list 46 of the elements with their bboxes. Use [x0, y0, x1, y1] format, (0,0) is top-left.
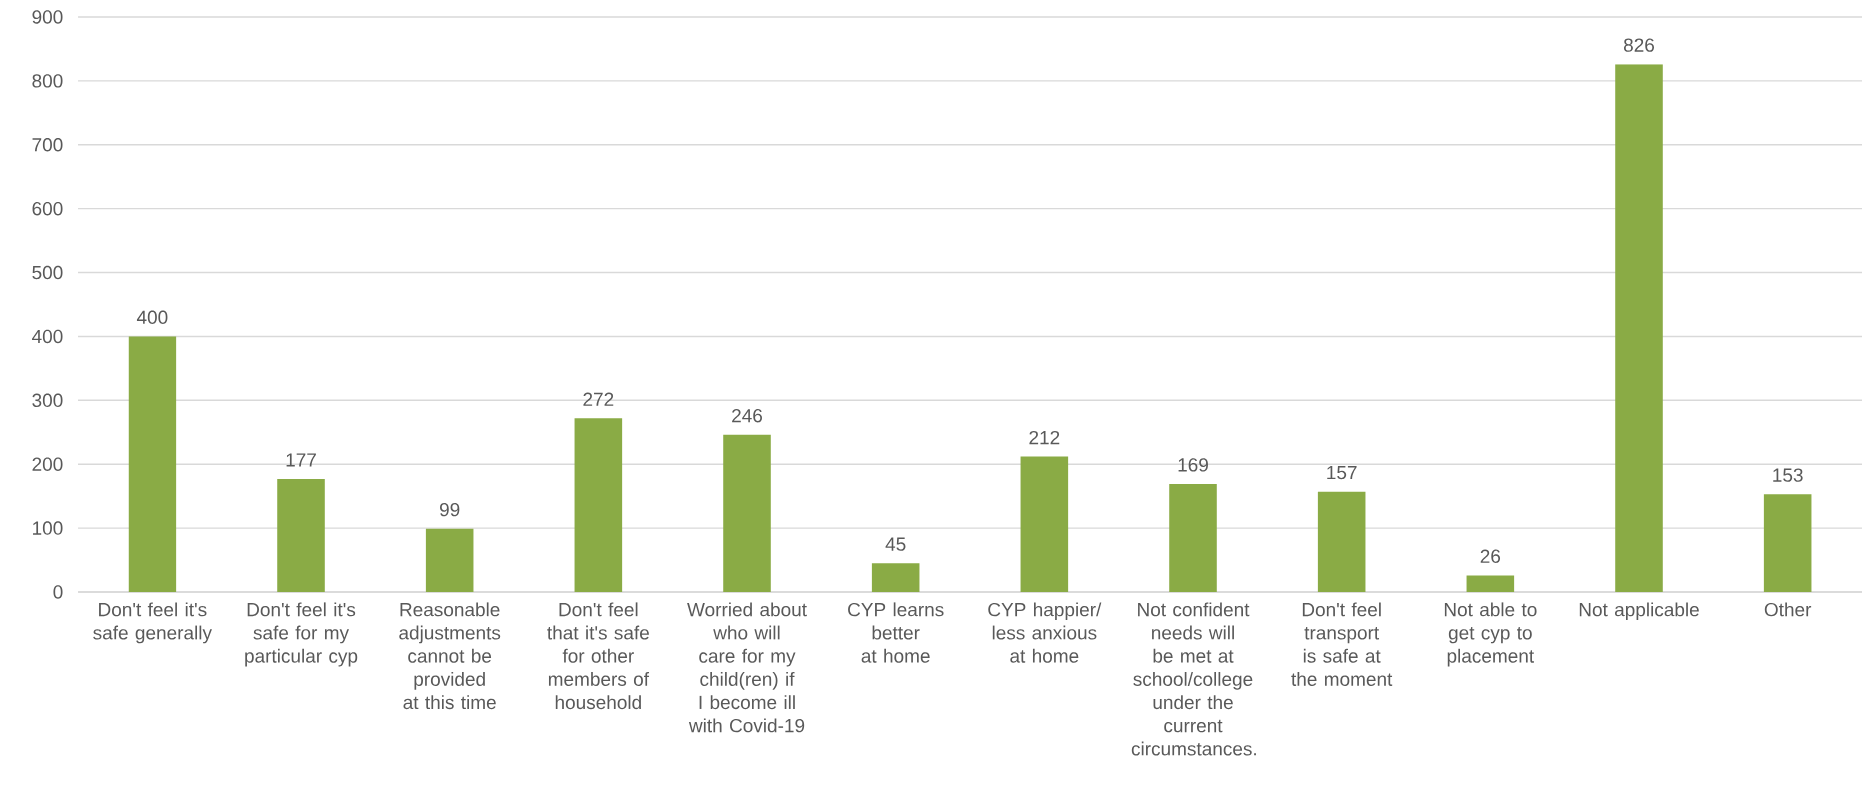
x-tick-label: Don't feel it's safe for my particular cyp	[245, 602, 358, 667]
bar	[425, 528, 474, 592]
x-tick-label: CYP learns better at home	[848, 602, 944, 663]
bar	[1317, 491, 1366, 592]
data-label: 212	[1029, 430, 1060, 445]
data-label: 246	[732, 408, 763, 423]
x-tick-label: CYP happier/ less anxious at home	[988, 602, 1102, 663]
x-tick-label: Not applicable	[1579, 602, 1699, 621]
data-label: 26	[1480, 549, 1501, 563]
y-tick-label: 0	[53, 585, 63, 599]
x-tick-label: Don't feel that it's safe for other members of household	[547, 602, 650, 710]
x-tick-label: Not able to get cyp to placement	[1444, 602, 1537, 667]
y-tick-label: 900	[32, 10, 63, 24]
data-label: 157	[1327, 466, 1357, 480]
data-label: 272	[583, 392, 614, 406]
data-label: 177	[286, 453, 316, 467]
data-label: 169	[1178, 458, 1208, 472]
data-label: 826	[1623, 38, 1654, 52]
x-tick-label: Not confident needs will be met at school/college under the current circumstances.	[1131, 602, 1256, 756]
bar	[1763, 494, 1812, 592]
y-tick-label: 400	[32, 329, 63, 344]
bar	[723, 434, 771, 592]
y-tick-label: 600	[32, 201, 63, 216]
bar	[128, 336, 177, 592]
bar	[574, 418, 623, 592]
bar	[1466, 575, 1515, 592]
y-tick-label: 300	[32, 393, 63, 408]
x-tick-label: Don't feel it's safe generally	[93, 602, 212, 644]
x-tick-label: Other	[1764, 602, 1812, 617]
data-label: 99	[439, 502, 460, 517]
data-label: 400	[136, 310, 168, 325]
y-tick-label: 800	[32, 74, 63, 88]
x-tick-label: Don't feel transport is safe at the moment	[1291, 602, 1393, 686]
bar	[1020, 456, 1069, 592]
bar	[871, 563, 920, 592]
x-tick-label: Worried about who will care for my child(ren) if I become ill with Covid-19	[687, 602, 807, 733]
bar	[1615, 64, 1663, 592]
y-tick-label: 700	[32, 138, 63, 152]
y-tick-label: 500	[32, 265, 63, 280]
x-tick-label: Reasonable adjustments cannot be provided at this time	[399, 602, 501, 710]
bar	[277, 478, 325, 592]
data-label: 45	[885, 537, 906, 551]
y-tick-label: 200	[32, 457, 63, 471]
data-label: 153	[1773, 468, 1803, 482]
y-tick-label: 100	[33, 521, 63, 535]
bar	[1169, 484, 1217, 592]
